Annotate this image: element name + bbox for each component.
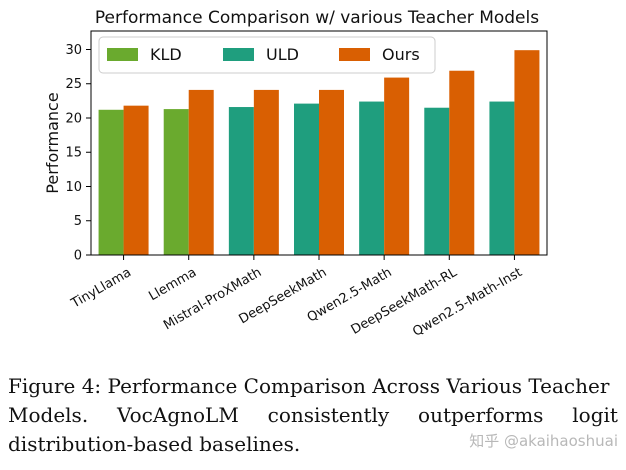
legend-label-ours: Ours (382, 45, 420, 64)
y-tick-label: 20 (65, 111, 82, 126)
bar-ours-deepseekmath-rl (449, 70, 475, 255)
legend-box (98, 36, 436, 74)
caption-line-3: distribution-based baselines. (8, 432, 301, 456)
legend-label-uld: ULD (266, 45, 299, 64)
watermark-text: 知乎 @akaihaoshuai (469, 432, 618, 450)
figure-caption: Figure 4: Performance Comparison Across … (8, 372, 618, 459)
caption-word: consistently (267, 403, 390, 427)
y-tick-label: 25 (65, 77, 82, 92)
bar-uld-qwen2-5-math (359, 101, 385, 255)
legend-label-kld: KLD (150, 45, 182, 64)
bar-uld-deepseekmath (294, 103, 319, 255)
y-tick-label: 15 (65, 146, 82, 161)
bar-kld-llemma (163, 109, 189, 256)
plot-frame (90, 30, 548, 256)
bar-ours-qwen2-5-math (384, 77, 410, 255)
bars-layer (98, 50, 540, 256)
legend-swatch-uld (223, 48, 254, 61)
legend-swatch-kld (107, 48, 138, 61)
caption-word: Models. (8, 403, 89, 427)
x-tick-label: DeepSeekMath-RL (349, 265, 461, 338)
bar-chart: Performance Comparison w/ various Teache… (43, 8, 548, 340)
bar-ours-tinyllama (123, 105, 149, 256)
caption-line-2: Models. VocAgnoLM consistently outperforms l… (8, 401, 618, 430)
x-tick-label: Qwen2.5-Math-Inst (410, 265, 525, 340)
x-tick-label: Llemma (146, 265, 199, 304)
bar-ours-llemma (188, 89, 214, 255)
y-tick-label: 10 (65, 180, 82, 195)
caption-word: outperforms (418, 403, 544, 427)
y-tick-label: 5 (74, 214, 82, 229)
caption-line-1: Figure 4: Performance Comparison Across … (8, 374, 610, 398)
legend-swatch-ours (339, 48, 370, 61)
y-tick-label: 30 (65, 43, 82, 58)
bar-ours-qwen2-5-math-inst (514, 50, 540, 256)
caption-word: VocAgnoLM (117, 403, 239, 427)
caption-word: logit (572, 403, 618, 427)
bar-uld-mistral-proxmath (228, 107, 254, 255)
bar-uld-qwen2-5-math-inst (489, 101, 515, 255)
bar-uld-deepseekmath-rl (424, 107, 450, 255)
y-axis-label: Performance (43, 92, 62, 193)
bar-ours-mistral-proxmath (253, 89, 279, 255)
chart-title: Performance Comparison w/ various Teache… (95, 8, 539, 28)
legend: KLD ULD Ours (98, 36, 436, 74)
x-tick-label: TinyLlama (68, 265, 134, 312)
y-tick-label: 0 (74, 249, 82, 264)
bar-kld-tinyllama (98, 109, 124, 255)
bar-ours-deepseekmath (319, 89, 344, 255)
